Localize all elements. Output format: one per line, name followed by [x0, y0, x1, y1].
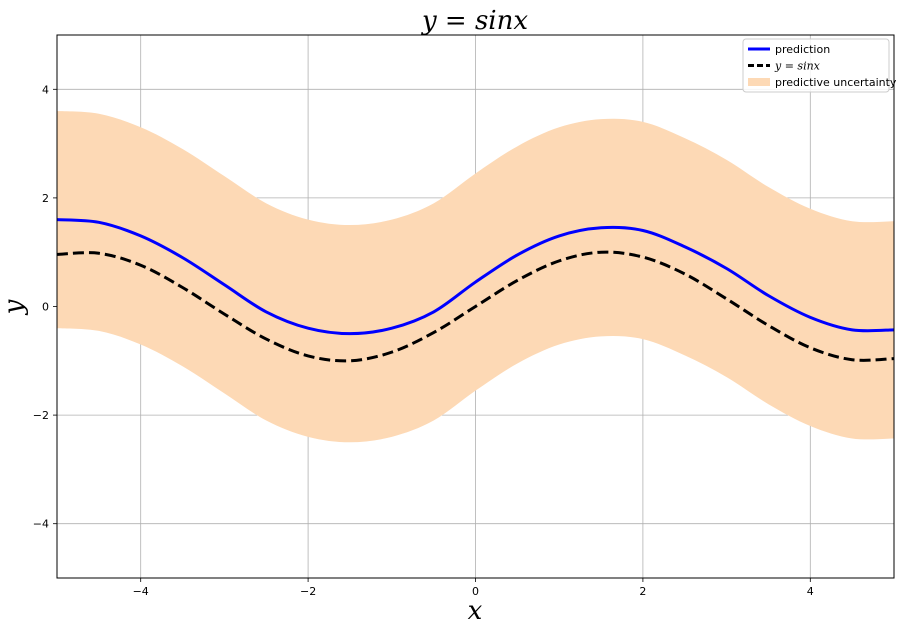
series-line-sinx: [56, 250, 895, 363]
legend-label: y = sinx: [774, 60, 821, 73]
y-tick-label: −4: [33, 518, 49, 531]
uncertainty-band-layer: [57, 111, 894, 443]
ticks: −4 −2 0 2 4 −4 −2 0 2 4: [33, 83, 814, 598]
chart-title: y = sinx: [421, 6, 528, 36]
y-tick-label: 2: [42, 192, 49, 205]
x-tick-label: −2: [300, 585, 316, 598]
x-tick-label: 2: [639, 585, 646, 598]
legend-label: predictive uncertainty: [775, 76, 897, 89]
series-layer: [56, 218, 895, 363]
x-tick-label: 4: [807, 585, 814, 598]
series-line-prediction: [56, 218, 895, 336]
legend-label: prediction: [775, 43, 830, 56]
legend-box: [742, 38, 890, 93]
legend: prediction y = sinx predictive uncertainty: [742, 38, 897, 93]
y-tick-label: 0: [42, 301, 49, 314]
y-tick-label: 4: [42, 83, 49, 96]
y-axis-label: y: [0, 299, 29, 315]
x-tick-label: −4: [133, 585, 149, 598]
uncertainty-band: [57, 111, 894, 443]
y-tick-label: −2: [33, 409, 49, 422]
x-tick-label: 0: [472, 585, 479, 598]
x-axis-label: x: [468, 596, 483, 626]
legend-swatch-uncertainty: [748, 78, 770, 86]
